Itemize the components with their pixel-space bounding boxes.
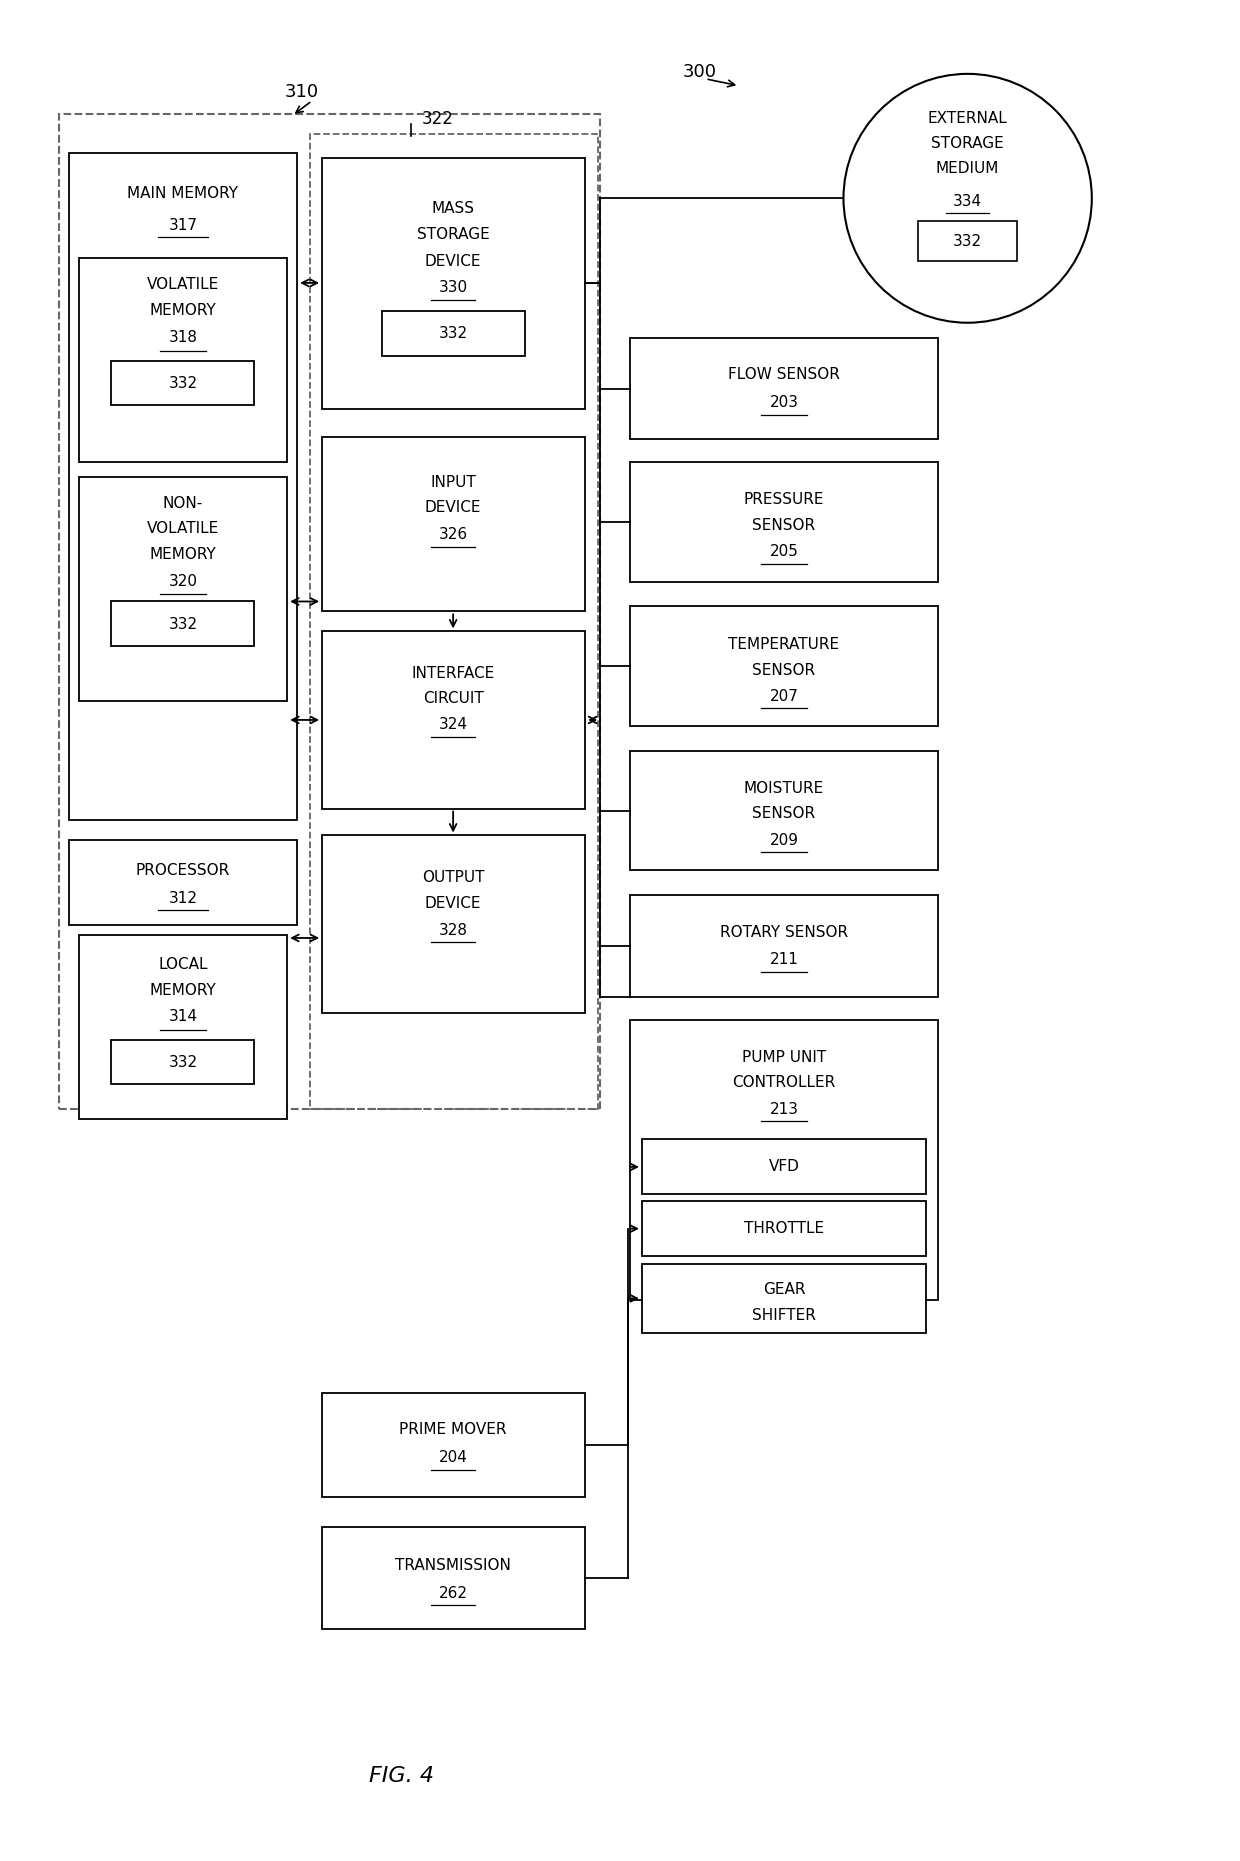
- Bar: [322, 836, 585, 1012]
- Text: LOCAL: LOCAL: [159, 957, 208, 971]
- Text: VOLATILE: VOLATILE: [146, 521, 219, 536]
- Bar: [382, 311, 525, 355]
- Bar: [642, 1200, 926, 1256]
- Bar: [78, 259, 288, 462]
- Text: NON-: NON-: [162, 497, 203, 512]
- Text: MASS: MASS: [432, 201, 475, 216]
- Text: 318: 318: [169, 329, 197, 344]
- Text: VFD: VFD: [769, 1159, 800, 1174]
- Text: STORAGE: STORAGE: [417, 227, 490, 242]
- Text: 332: 332: [954, 234, 982, 249]
- Bar: [322, 1528, 585, 1628]
- Text: 332: 332: [169, 616, 197, 633]
- Bar: [322, 1392, 585, 1498]
- Text: MOISTURE: MOISTURE: [744, 782, 825, 797]
- Text: 324: 324: [439, 718, 467, 733]
- Bar: [630, 1020, 937, 1301]
- Circle shape: [843, 74, 1091, 322]
- Text: DEVICE: DEVICE: [425, 253, 481, 268]
- Text: 330: 330: [439, 281, 467, 296]
- Text: 328: 328: [439, 923, 467, 938]
- Text: PROCESSOR: PROCESSOR: [136, 864, 231, 878]
- Text: PRIME MOVER: PRIME MOVER: [399, 1422, 507, 1437]
- Text: PRESSURE: PRESSURE: [744, 493, 825, 508]
- Text: 322: 322: [422, 110, 453, 128]
- Text: 205: 205: [770, 543, 799, 558]
- Text: 203: 203: [769, 395, 799, 409]
- Text: 317: 317: [169, 218, 197, 233]
- Bar: [68, 841, 298, 925]
- Text: SENSOR: SENSOR: [753, 663, 816, 677]
- Text: 310: 310: [285, 82, 319, 100]
- Text: 314: 314: [169, 1009, 197, 1024]
- Bar: [112, 601, 254, 646]
- Text: 312: 312: [169, 891, 197, 906]
- Text: TRANSMISSION: TRANSMISSION: [396, 1558, 511, 1573]
- Text: EXTERNAL: EXTERNAL: [928, 112, 1008, 127]
- Bar: [310, 134, 598, 1109]
- Bar: [78, 934, 288, 1118]
- Text: DEVICE: DEVICE: [425, 501, 481, 515]
- Text: 300: 300: [682, 63, 717, 80]
- Text: FIG. 4: FIG. 4: [370, 1766, 434, 1787]
- Text: INTERFACE: INTERFACE: [412, 666, 495, 681]
- Bar: [322, 631, 585, 808]
- Text: MEMORY: MEMORY: [150, 547, 216, 562]
- Text: 213: 213: [769, 1102, 799, 1117]
- Text: PUMP UNIT: PUMP UNIT: [742, 1050, 826, 1064]
- Bar: [68, 153, 298, 821]
- Text: SENSOR: SENSOR: [753, 519, 816, 534]
- Text: MEDIUM: MEDIUM: [936, 160, 999, 177]
- Text: STORAGE: STORAGE: [931, 136, 1004, 151]
- Text: MEMORY: MEMORY: [150, 303, 216, 318]
- Text: ROTARY SENSOR: ROTARY SENSOR: [720, 925, 848, 940]
- Text: 209: 209: [769, 834, 799, 849]
- Bar: [918, 221, 1017, 261]
- Text: SENSOR: SENSOR: [753, 806, 816, 821]
- Bar: [112, 1040, 254, 1085]
- Bar: [322, 437, 585, 612]
- Bar: [630, 337, 937, 439]
- Bar: [322, 158, 585, 409]
- Text: 207: 207: [770, 689, 799, 703]
- Bar: [630, 462, 937, 582]
- Bar: [58, 114, 600, 1109]
- Bar: [642, 1264, 926, 1332]
- Text: 320: 320: [169, 573, 197, 590]
- Text: 334: 334: [954, 194, 982, 208]
- Text: 211: 211: [770, 953, 799, 968]
- Text: MEMORY: MEMORY: [150, 983, 216, 997]
- Text: OUTPUT: OUTPUT: [422, 869, 485, 884]
- Text: 332: 332: [439, 326, 467, 341]
- Text: CIRCUIT: CIRCUIT: [423, 690, 484, 705]
- Text: SHIFTER: SHIFTER: [751, 1308, 816, 1323]
- Text: TEMPERATURE: TEMPERATURE: [728, 636, 839, 651]
- Bar: [78, 476, 288, 702]
- Text: GEAR: GEAR: [763, 1282, 805, 1297]
- Text: 332: 332: [169, 376, 197, 391]
- Text: VOLATILE: VOLATILE: [146, 277, 219, 292]
- Text: THROTTLE: THROTTLE: [744, 1221, 823, 1236]
- Bar: [630, 607, 937, 726]
- Text: CONTROLLER: CONTROLLER: [733, 1076, 836, 1091]
- Text: 326: 326: [439, 527, 467, 542]
- Text: MAIN MEMORY: MAIN MEMORY: [128, 186, 238, 201]
- Bar: [642, 1139, 926, 1193]
- Bar: [112, 361, 254, 406]
- Text: FLOW SENSOR: FLOW SENSOR: [728, 367, 839, 382]
- Text: DEVICE: DEVICE: [425, 895, 481, 910]
- Bar: [630, 750, 937, 871]
- Bar: [630, 895, 937, 997]
- Text: 204: 204: [439, 1450, 467, 1465]
- Text: 262: 262: [439, 1586, 467, 1600]
- Text: 332: 332: [169, 1055, 197, 1070]
- Text: INPUT: INPUT: [430, 475, 476, 489]
